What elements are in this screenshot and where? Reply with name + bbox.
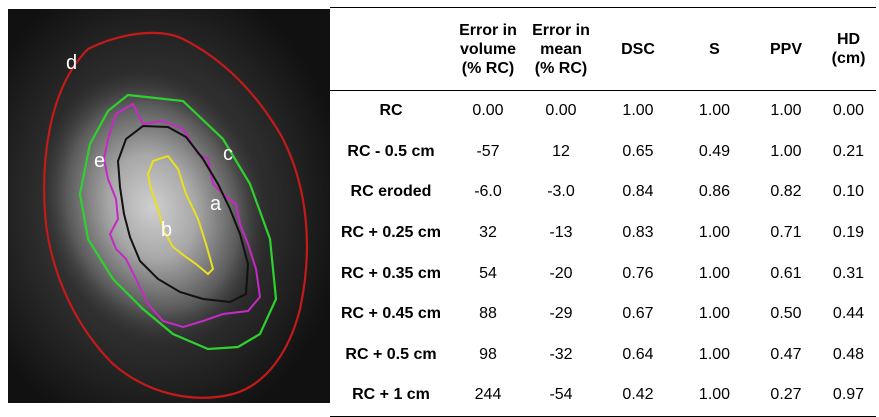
row-label: RC + 0.25 cm xyxy=(340,224,442,242)
table-cell: 0.83 xyxy=(622,224,654,242)
metrics-table: Error in volume (% RC) Error in mean (% RC) DS… xyxy=(330,7,876,417)
table-cell: 1.00 xyxy=(622,102,654,120)
table-row: RC + 0.35 cm 54 -20 0.76 1.00 0.61 0.31 xyxy=(330,253,876,294)
row-label: RC + 0.5 cm xyxy=(345,345,437,363)
table-cell: 1.00 xyxy=(698,264,731,282)
table-cell: 1.00 xyxy=(698,102,731,120)
table-cell: 54 xyxy=(479,264,497,282)
column-header: HD (cm) xyxy=(821,7,876,91)
table-cell: 0.65 xyxy=(622,142,654,160)
table-cell: 1.00 xyxy=(698,345,731,363)
table-cell: -32 xyxy=(549,345,573,363)
label-b: b xyxy=(161,219,172,241)
column-header-line: volume xyxy=(459,40,516,58)
table-cell: 0.82 xyxy=(770,183,802,201)
column-header-line: PPV xyxy=(769,40,802,58)
table-cell: 0.84 xyxy=(622,183,654,201)
label-d: d xyxy=(66,52,77,74)
table-cell: -54 xyxy=(524,375,598,417)
table-cell: 88 xyxy=(479,305,497,323)
table-cell: 1.00 xyxy=(770,102,802,120)
table-cell: 1.00 xyxy=(698,224,731,242)
table-cell: 0.50 xyxy=(770,305,802,323)
column-header-line: (cm) xyxy=(831,50,866,67)
table-row: RC - 0.5 cm -57 12 0.65 0.49 1.00 0.21 xyxy=(330,132,876,173)
table-cell: 12 xyxy=(552,142,570,160)
table-cell: 1.00 xyxy=(698,305,731,323)
column-header-line: Error in xyxy=(532,21,590,39)
table-cell: -20 xyxy=(549,264,573,282)
table-cell: 244 xyxy=(452,375,524,417)
table-row: RC + 0.5 cm 98 -32 0.64 1.00 0.47 0.48 xyxy=(330,335,876,376)
table-cell: -29 xyxy=(549,305,573,323)
row-label: RC xyxy=(379,102,403,120)
row-label: RC + 0.35 cm xyxy=(340,264,442,282)
table-cell: 32 xyxy=(479,224,497,242)
label-c: c xyxy=(223,143,233,165)
label-a: a xyxy=(210,193,222,215)
table-cell: -57 xyxy=(476,142,500,160)
table-cell: 0.48 xyxy=(832,345,865,363)
table-cell: 0.10 xyxy=(832,183,865,201)
table-cell: 0.19 xyxy=(832,224,865,242)
table-cell: 0.86 xyxy=(698,183,731,201)
table-cell: 0.71 xyxy=(770,224,802,242)
row-label: RC + 0.45 cm xyxy=(340,305,442,323)
column-header: Error in volume (% RC) xyxy=(452,7,524,91)
column-header-line: HD xyxy=(836,31,861,48)
table-cell: 0.44 xyxy=(832,305,865,323)
table-cell: 1.00 xyxy=(678,375,751,417)
table-cell: 0.64 xyxy=(622,345,654,363)
row-label: RC - 0.5 cm xyxy=(347,142,435,160)
table-row: RC + 0.45 cm 88 -29 0.67 1.00 0.50 0.44 xyxy=(330,294,876,335)
table-cell: 98 xyxy=(479,345,497,363)
table-body: RC 0.00 0.00 1.00 1.00 1.00 0.00 RC - 0.5 cm -57… xyxy=(330,91,876,417)
column-header: S xyxy=(678,7,751,91)
table-cell: 0.47 xyxy=(770,345,802,363)
table-cell: 0.00 xyxy=(545,102,577,120)
column-header: Error in mean (% RC) xyxy=(524,7,598,91)
row-label: RC eroded xyxy=(350,183,432,201)
contour-b xyxy=(146,154,215,276)
label-e: e xyxy=(94,150,105,172)
column-header-line: DSC xyxy=(621,40,655,58)
table-cell: 0.00 xyxy=(832,102,865,120)
table-row: RC + 0.25 cm 32 -13 0.83 1.00 0.71 0.19 xyxy=(330,213,876,254)
column-header: PPV xyxy=(751,7,821,91)
column-header-line: S xyxy=(709,40,720,58)
table-cell: 0.49 xyxy=(698,142,731,160)
table-cell: 1.00 xyxy=(770,142,802,160)
table-cell: 0.61 xyxy=(770,264,802,282)
contour-a xyxy=(116,124,250,304)
contour-d xyxy=(43,31,309,399)
column-header-line: (% RC) xyxy=(534,59,588,77)
table-cell: 0.00 xyxy=(472,102,504,120)
table-cell: 0.31 xyxy=(832,264,865,282)
row-label: RC + 1 cm xyxy=(330,375,452,417)
column-header-line: (% RC) xyxy=(461,59,515,77)
table-cell: 0.97 xyxy=(821,375,876,417)
table-header-row: Error in volume (% RC) Error in mean (% RC) DS… xyxy=(330,7,876,91)
table-cell: -3.0 xyxy=(547,183,575,201)
contour-c xyxy=(78,93,278,351)
table-cell: 0.21 xyxy=(832,142,865,160)
table-cell: -6.0 xyxy=(474,183,502,201)
metrics-table-container: Error in volume (% RC) Error in mean (% RC) DS… xyxy=(330,7,879,417)
table-row: RC 0.00 0.00 1.00 1.00 1.00 0.00 xyxy=(330,91,876,132)
image-glow xyxy=(42,61,290,357)
column-header-line: mean xyxy=(540,40,582,58)
column-header-line: Error in xyxy=(459,21,517,39)
table-row: RC + 1 cm 244 -54 0.42 1.00 0.27 0.97 xyxy=(330,375,876,417)
table-cell: 0.76 xyxy=(622,264,654,282)
contour-image-svg: d e c a b xyxy=(8,9,330,403)
column-header xyxy=(330,7,452,91)
table-cell: -13 xyxy=(549,224,573,242)
table-cell: 0.42 xyxy=(598,375,678,417)
table-cell: 0.27 xyxy=(751,375,821,417)
table-row: RC eroded -6.0 -3.0 0.84 0.86 0.82 0.10 xyxy=(330,172,876,213)
contour-image: d e c a b xyxy=(8,9,330,403)
table-cell: 0.67 xyxy=(622,305,654,323)
column-header: DSC xyxy=(598,7,678,91)
